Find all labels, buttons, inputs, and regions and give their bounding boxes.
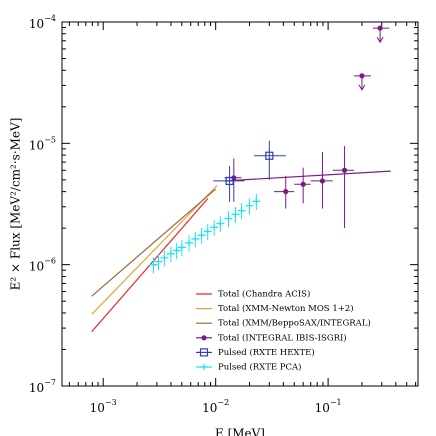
x-tick-label: 10−3 <box>90 398 117 415</box>
legend-label: Total (Chandra ACIS) <box>218 289 310 300</box>
marker <box>231 211 240 218</box>
marker <box>160 254 169 261</box>
legend-label: Total (XMM-Newton MOS 1+2) <box>218 303 354 314</box>
y-tick-label: 10−6 <box>29 257 56 274</box>
y-tick-label: 10−4 <box>29 14 56 31</box>
marker <box>200 364 208 370</box>
y-tick-label: 10−7 <box>29 378 56 395</box>
marker <box>377 25 383 31</box>
x-tick-label: 10−2 <box>202 398 229 415</box>
marker <box>224 215 233 222</box>
marker <box>191 235 200 242</box>
marker <box>203 228 212 235</box>
x-axis-label: E [MeV] <box>215 427 265 436</box>
model-line <box>91 188 217 297</box>
marker <box>172 247 181 254</box>
marker <box>210 224 219 231</box>
legend-label: Total (INTEGRAL IBIS-ISGRI) <box>218 332 347 343</box>
marker <box>177 244 186 251</box>
marker <box>300 181 306 187</box>
marker <box>199 348 209 357</box>
marker <box>265 151 274 160</box>
marker <box>166 250 175 257</box>
marker <box>359 73 365 79</box>
legend-label: Total (XMM/BeppoSAX/INTEGRAL) <box>218 318 371 329</box>
marker <box>149 261 158 268</box>
fit-line <box>224 170 391 182</box>
legend-label: Pulsed (RXTE HEXTE) <box>218 347 315 358</box>
marker <box>237 207 246 214</box>
marker <box>283 189 289 195</box>
marker <box>216 220 225 227</box>
x-tick-label: 10−1 <box>315 398 342 415</box>
marker <box>225 176 234 186</box>
plot-frame <box>61 21 419 387</box>
marker <box>341 167 348 173</box>
marker <box>154 258 163 265</box>
marker <box>197 232 206 239</box>
legend-label: Pulsed (RXTE PCA) <box>218 362 301 373</box>
y-tick-label: 10−5 <box>29 135 56 152</box>
marker <box>319 178 326 184</box>
marker <box>245 202 254 209</box>
model-line <box>91 184 218 315</box>
y-axis-label: E² × Flux [MeV²/cm²·s·MeV] <box>9 118 23 291</box>
marker <box>201 335 207 341</box>
marker <box>185 239 194 246</box>
marker <box>252 198 261 205</box>
